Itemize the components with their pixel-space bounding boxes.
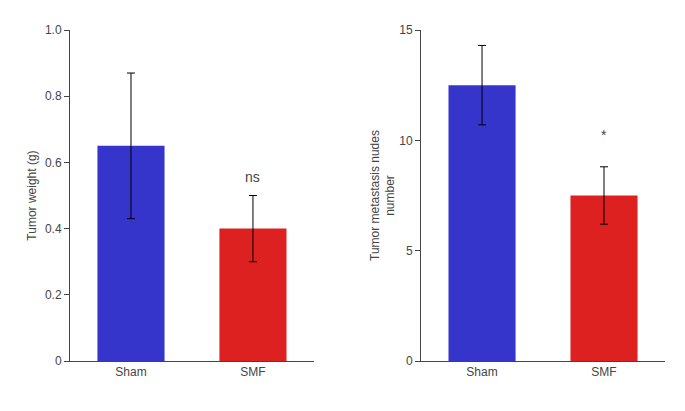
svg-text:0.6: 0.6 <box>45 156 62 170</box>
svg-text:Sham: Sham <box>466 365 497 379</box>
svg-text:0: 0 <box>406 354 413 368</box>
svg-text:ns: ns <box>245 169 260 185</box>
svg-text:Sham: Sham <box>115 365 146 379</box>
svg-text:Tumor metastasis nudesnumber: Tumor metastasis nudesnumber <box>368 130 398 261</box>
svg-text:Tumor weight (g): Tumor weight (g) <box>25 150 39 240</box>
svg-text:15: 15 <box>399 23 413 37</box>
svg-text:10: 10 <box>399 134 413 148</box>
svg-text:0.4: 0.4 <box>45 222 62 236</box>
svg-text:SMF: SMF <box>591 365 616 379</box>
svg-text:5: 5 <box>406 244 413 258</box>
svg-text:1.0: 1.0 <box>45 23 62 37</box>
svg-text:*: * <box>601 127 607 143</box>
svg-text:0.8: 0.8 <box>45 89 62 103</box>
svg-text:0: 0 <box>55 354 62 368</box>
svg-text:SMF: SMF <box>240 365 265 379</box>
svg-text:0.2: 0.2 <box>45 288 62 302</box>
